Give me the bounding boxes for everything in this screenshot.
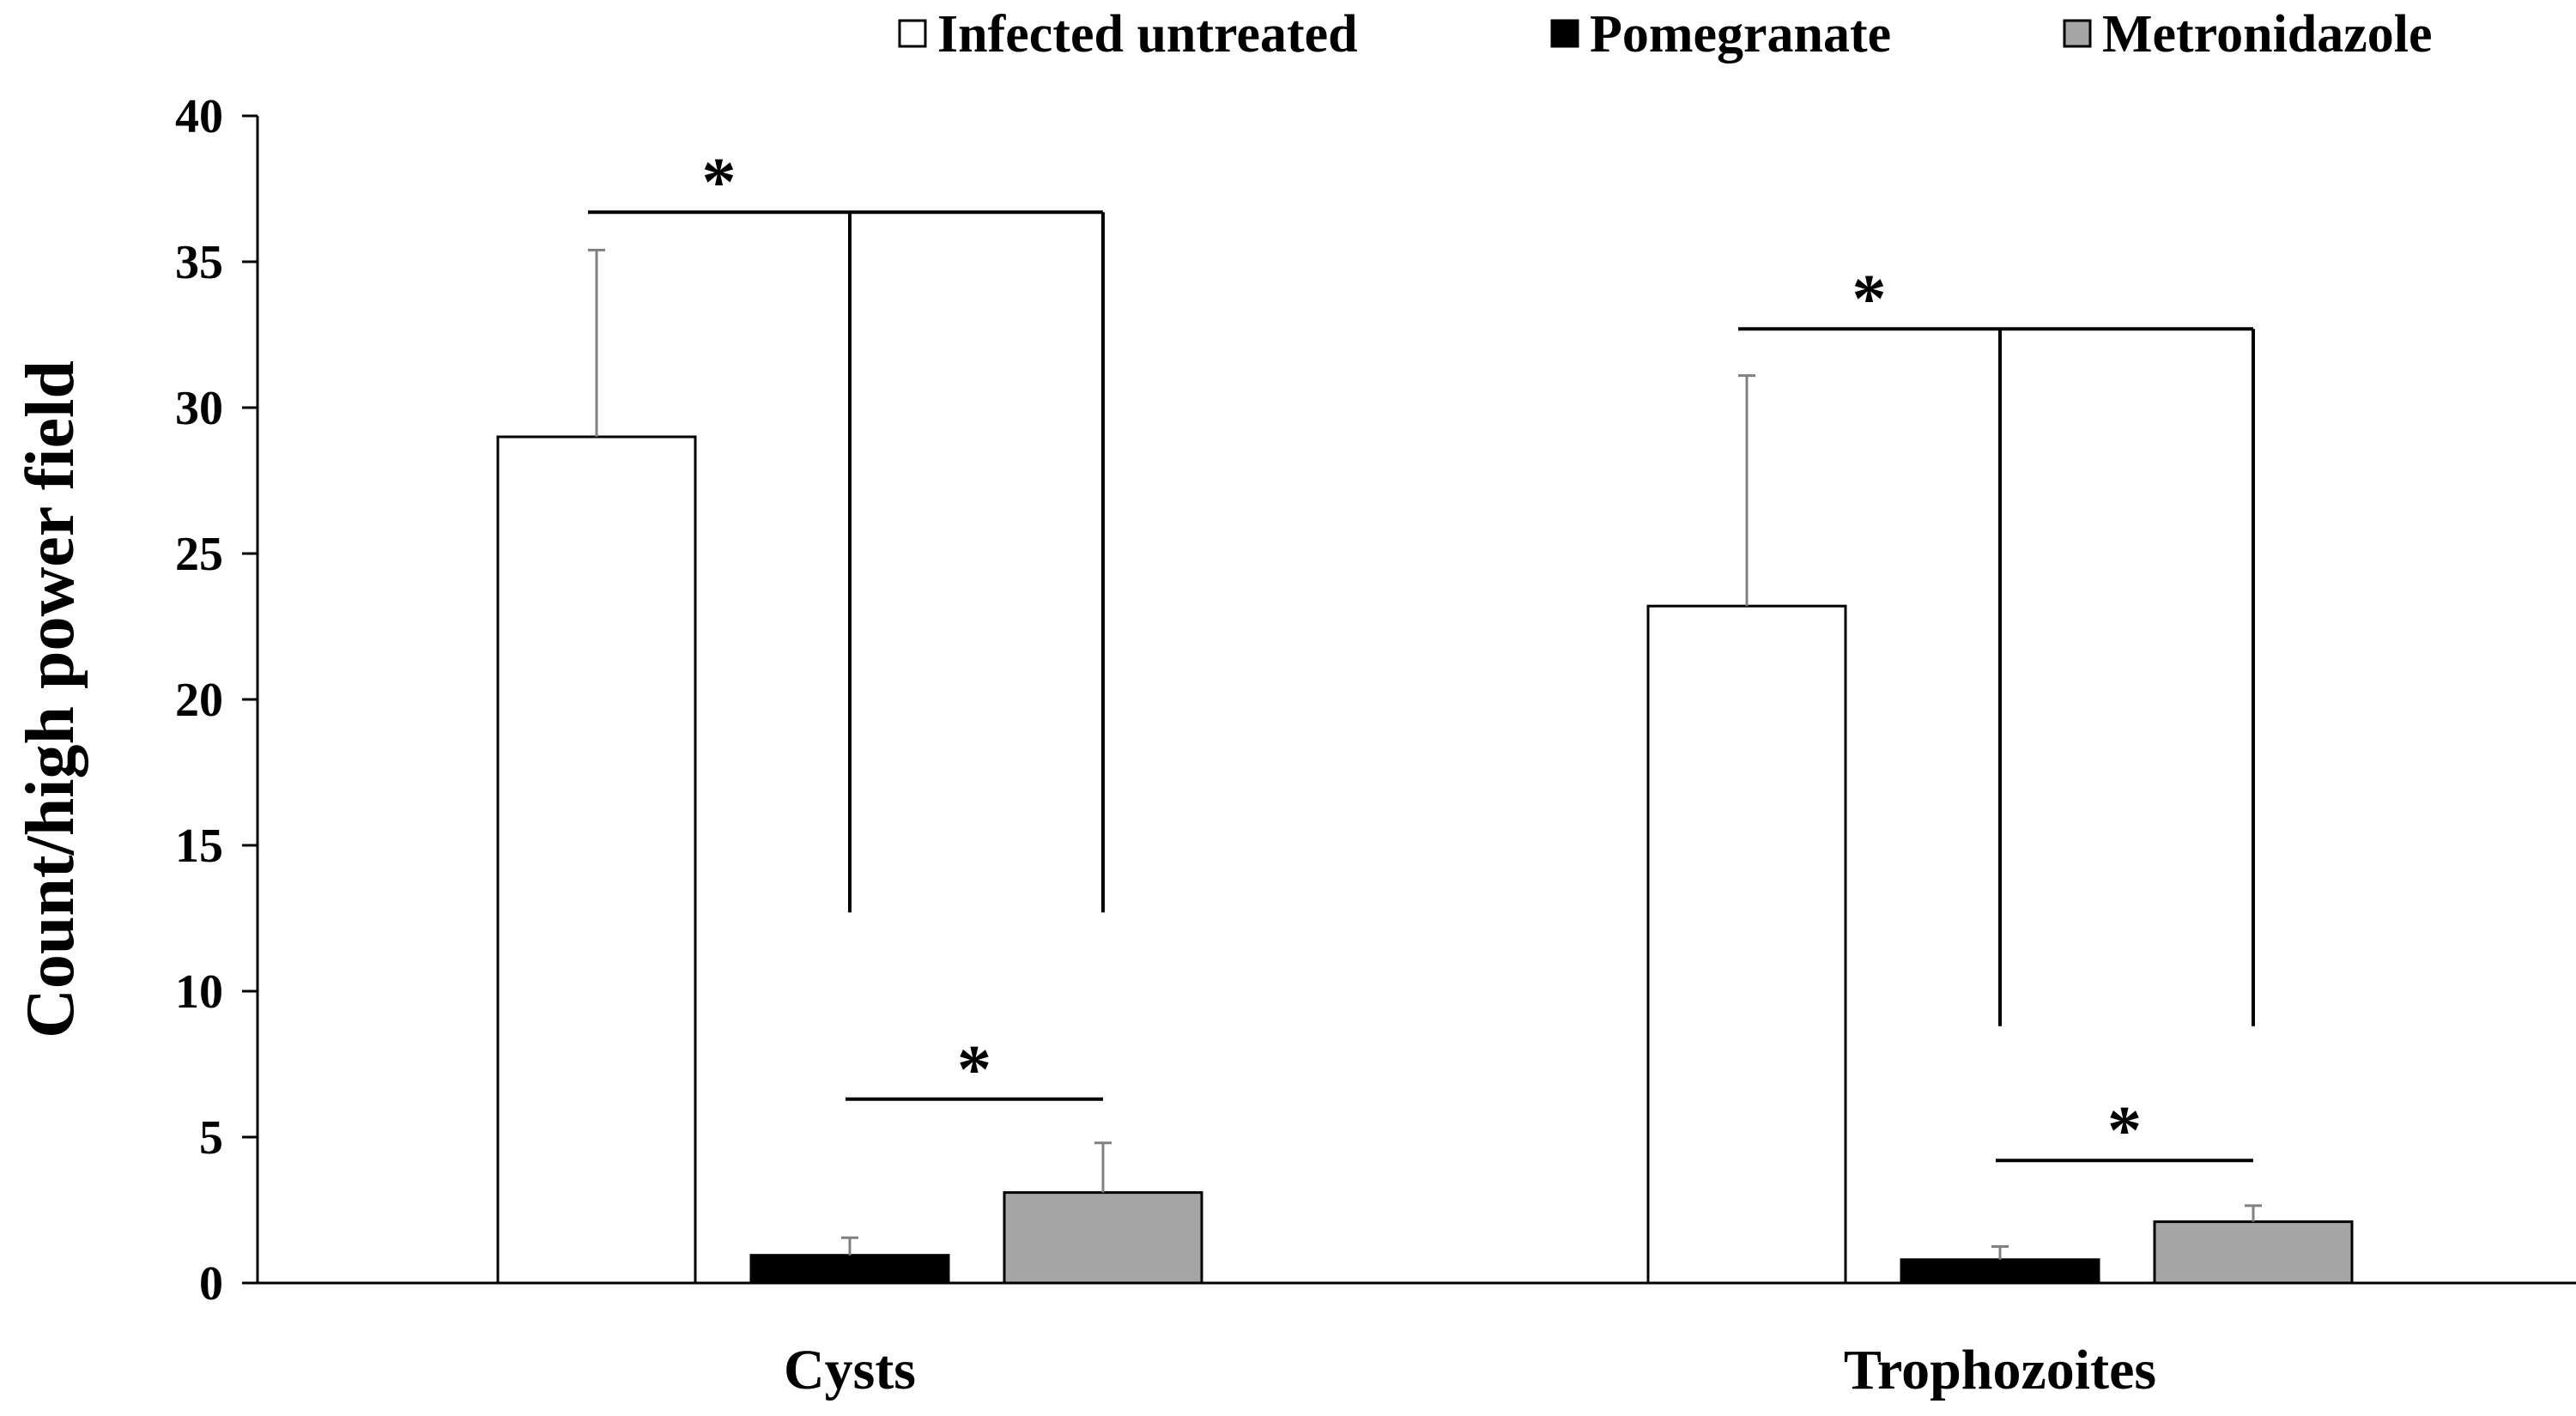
y-tick-label: 10	[175, 965, 223, 1019]
y-tick-label: 40	[175, 90, 223, 143]
legend-swatch	[2063, 19, 2092, 48]
significance-brackets: * * * *	[588, 145, 2255, 1169]
bar-pomegranate	[749, 1254, 950, 1285]
legend-label: Pomegranate	[1590, 5, 1891, 64]
y-tick-label: 0	[199, 1257, 223, 1310]
y-tick-label: 35	[175, 236, 223, 289]
bar-metronidazole	[2153, 1220, 2354, 1285]
x-category-label: Cysts	[784, 1339, 916, 1401]
bar-metronidazole	[1003, 1191, 1203, 1285]
y-tick-label: 30	[175, 382, 223, 435]
x-category-label: Trophozoites	[1844, 1339, 2156, 1401]
bar-infected-untreated	[496, 435, 697, 1285]
bar-pomegranate	[1900, 1258, 2100, 1285]
y-tick-label: 20	[175, 674, 223, 727]
x-axis: Cysts Trophozoites	[258, 1281, 2576, 1401]
legend-label: Infected untreated	[937, 5, 1358, 64]
legend-swatch	[898, 19, 927, 48]
y-axis-title: Count/high power field	[13, 360, 88, 1038]
bars	[496, 248, 2354, 1285]
significance-star: *	[1852, 262, 1887, 337]
legend-label: Metronidazole	[2102, 5, 2433, 64]
y-tick-label: 15	[175, 820, 223, 873]
y-tick-label: 5	[199, 1111, 223, 1165]
significance-star: *	[702, 145, 736, 221]
y-tick-label: 25	[175, 528, 223, 581]
significance-star: *	[957, 1032, 991, 1108]
significance-star: *	[2107, 1093, 2142, 1169]
bar-infected-untreated	[1646, 604, 1847, 1285]
legend: Infected untreated Pomegranate Metronidazo…	[898, 5, 2433, 64]
y-axis: 0 5 10 15 20 25 30 35 40	[175, 90, 259, 1310]
legend-swatch	[1550, 19, 1579, 48]
